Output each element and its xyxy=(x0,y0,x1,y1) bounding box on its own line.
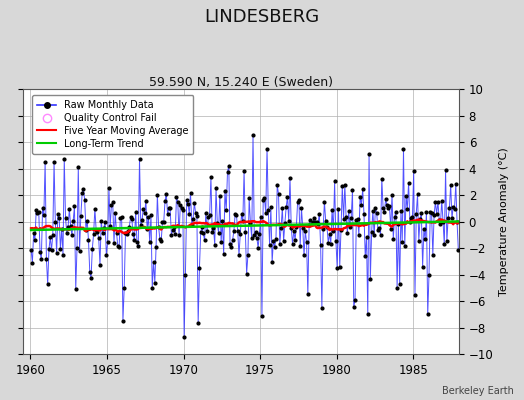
Text: LINDESBERG: LINDESBERG xyxy=(204,8,320,26)
Text: Berkeley Earth: Berkeley Earth xyxy=(442,386,514,396)
Legend: Raw Monthly Data, Quality Control Fail, Five Year Moving Average, Long-Term Tren: Raw Monthly Data, Quality Control Fail, … xyxy=(32,95,193,154)
Y-axis label: Temperature Anomaly (°C): Temperature Anomaly (°C) xyxy=(499,147,509,296)
Title: 59.590 N, 15.240 E (Sweden): 59.590 N, 15.240 E (Sweden) xyxy=(149,76,333,89)
